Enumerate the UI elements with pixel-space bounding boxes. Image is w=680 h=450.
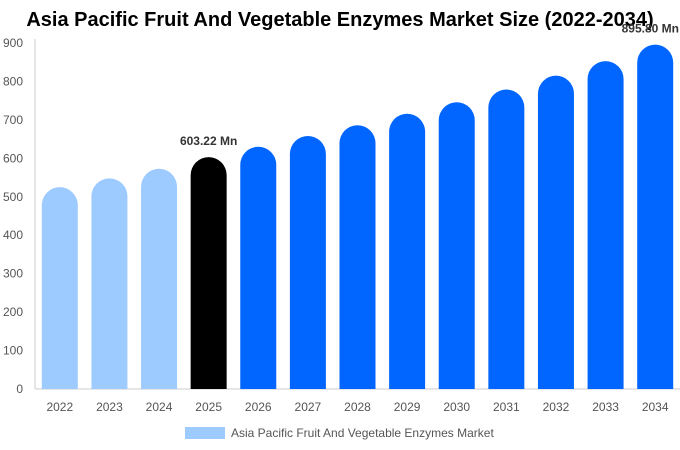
y-tick-label: 600 <box>3 151 23 165</box>
data-label-2034: 895.80 Mn <box>622 22 679 36</box>
y-tick-label: 300 <box>3 267 23 281</box>
x-tick-label: 2024 <box>146 400 173 414</box>
bar-2025 <box>190 157 227 389</box>
x-tick-label: 2027 <box>295 400 322 414</box>
bar-2028 <box>339 125 376 389</box>
chart-title: Asia Pacific Fruit And Vegetable Enzymes… <box>26 9 654 31</box>
x-tick-label: 2023 <box>96 400 123 414</box>
y-tick-label: 700 <box>3 113 23 127</box>
bar-2022 <box>41 187 78 389</box>
bar-2033 <box>587 61 624 390</box>
bar-2030 <box>438 102 475 390</box>
y-tick-label: 0 <box>16 382 23 396</box>
x-tick-label: 2033 <box>592 400 619 414</box>
y-tick-label: 500 <box>3 190 23 204</box>
legend: Asia Pacific Fruit And Vegetable Enzymes… <box>185 426 494 440</box>
bar-2026 <box>240 146 277 389</box>
bar-2024 <box>141 168 178 389</box>
x-tick-label: 2025 <box>195 400 222 414</box>
y-tick-label: 400 <box>3 228 23 242</box>
bar-2023 <box>91 178 128 389</box>
bar-2032 <box>537 75 574 389</box>
x-tick-label: 2031 <box>493 400 520 414</box>
x-tick-label: 2030 <box>443 400 470 414</box>
x-tick-label: 2034 <box>642 400 669 414</box>
legend-label: Asia Pacific Fruit And Vegetable Enzymes… <box>231 426 494 440</box>
x-tick-label: 2029 <box>394 400 421 414</box>
x-tick-label: 2022 <box>46 400 73 414</box>
x-tick-label: 2026 <box>245 400 272 414</box>
bar-2029 <box>389 113 426 389</box>
y-tick-label: 200 <box>3 305 23 319</box>
y-tick-label: 800 <box>3 74 23 88</box>
legend-swatch <box>185 427 225 439</box>
y-tick-label: 100 <box>3 344 23 358</box>
x-tick-label: 2028 <box>344 400 371 414</box>
bar-2027 <box>289 136 326 389</box>
data-label-2025: 603.22 Mn <box>180 134 237 148</box>
bar-2034 <box>637 44 674 390</box>
bar-2031 <box>488 89 525 389</box>
y-tick-label: 900 <box>3 36 23 50</box>
x-tick-label: 2032 <box>543 400 570 414</box>
